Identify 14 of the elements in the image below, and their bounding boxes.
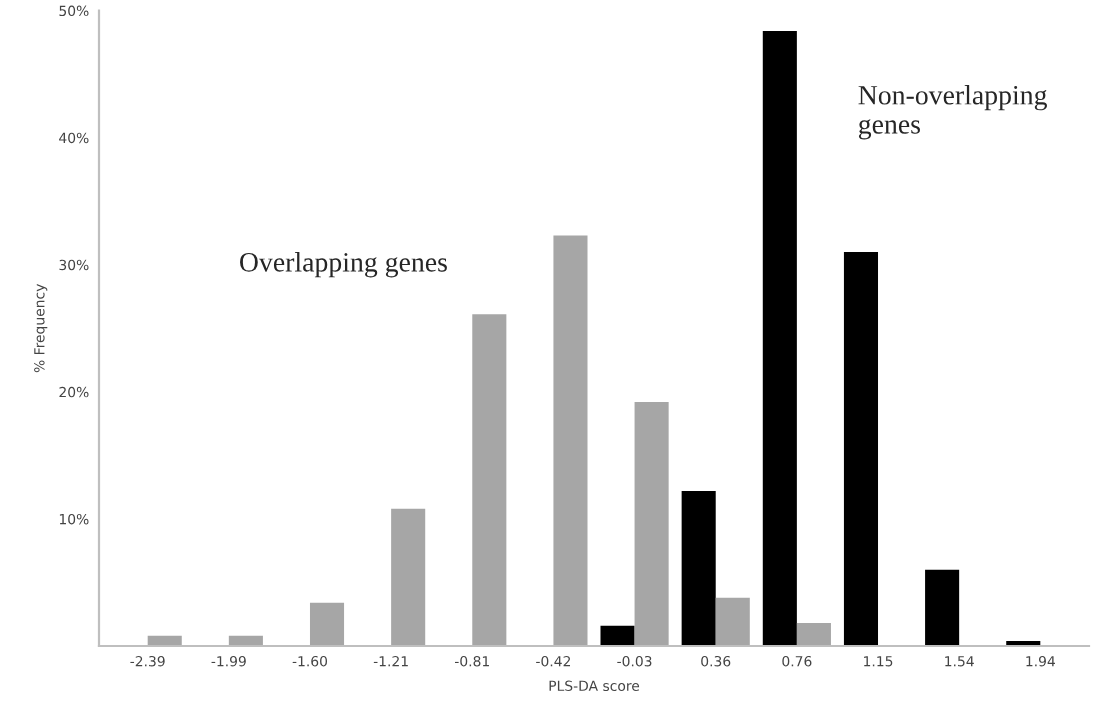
- series-label: Overlapping genes: [240, 252, 447, 278]
- bar: [715, 597, 750, 646]
- bar: [553, 235, 588, 646]
- bar: [796, 623, 831, 646]
- bar: [600, 625, 635, 646]
- bar: [634, 402, 669, 646]
- text: Non-overlapping genes: [858, 85, 1047, 140]
- bar: [681, 490, 716, 646]
- bar: [843, 252, 879, 646]
- bar: [472, 314, 507, 646]
- bar: [391, 508, 426, 646]
- bar: [762, 30, 797, 646]
- bar: [925, 569, 960, 646]
- bar: [309, 602, 345, 646]
